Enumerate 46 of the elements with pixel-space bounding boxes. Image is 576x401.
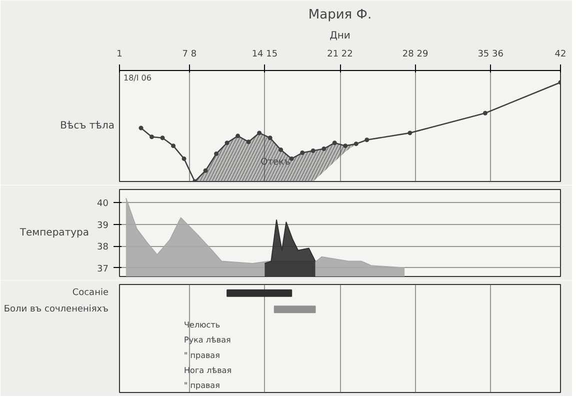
point (203, 168, 208, 173)
point (246, 140, 251, 144)
point (138, 126, 144, 130)
x-tick-label: 28 29 (402, 50, 428, 60)
text: Челюсть (184, 320, 220, 330)
text: Рука лѣвая (184, 336, 231, 345)
point (343, 144, 348, 148)
annotation: Отекъ (260, 157, 290, 168)
point (268, 136, 272, 140)
x-tick-label: 21 22 (327, 50, 353, 60)
point (354, 142, 358, 146)
text: " правая (184, 381, 220, 390)
x-tick-label: 42 (554, 50, 566, 60)
text: Нога лѣвая (184, 366, 232, 375)
x-tick-label: 14 15 (252, 50, 278, 60)
y-tick-label: Боли въ сочлененіяхъ (4, 304, 109, 314)
text: 18/I 06 (124, 73, 152, 82)
point (408, 130, 412, 136)
point (214, 152, 219, 156)
point (310, 148, 316, 154)
y-tick-label: 40 (97, 199, 109, 210)
point (482, 110, 488, 116)
point (236, 134, 240, 138)
y-axis-title: Вѣсъ тѣла (60, 120, 115, 132)
point (171, 144, 176, 148)
y-tick-label: Сосаніе (72, 288, 109, 298)
chart-title: Мария Ф. (308, 8, 372, 22)
x-tick-label: 7 8 (182, 50, 197, 60)
point (160, 136, 165, 140)
y-axis-title: Температура (18, 228, 90, 238)
x-tick-label: 1 (116, 50, 122, 60)
y-tick-label: 39 (97, 220, 109, 231)
point (278, 148, 284, 152)
point (322, 146, 326, 152)
point (332, 140, 337, 146)
x-tick-label: 35 36 (478, 50, 504, 60)
point (224, 140, 230, 146)
text: " правая (184, 350, 220, 360)
point (257, 130, 262, 136)
point (150, 134, 154, 140)
point (182, 156, 186, 161)
point (364, 138, 370, 142)
x-axis-title: Дни (330, 30, 350, 42)
point (300, 150, 305, 156)
y-tick-label: 38 (97, 242, 109, 253)
y-tick-label: 37 (97, 264, 108, 274)
